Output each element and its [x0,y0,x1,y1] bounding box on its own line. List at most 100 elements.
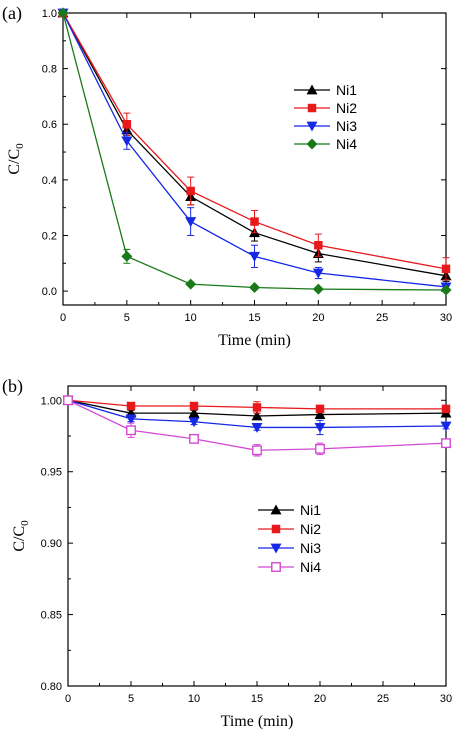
y-axis-title-subscript: 0 [14,143,26,149]
data-point [440,284,452,296]
y-tick-label: 0.90 [41,538,62,550]
data-point [315,443,325,454]
data-point [251,410,263,421]
data-point [252,403,262,412]
legend-marker [306,138,318,150]
x-tick-label: 25 [376,312,388,324]
legend-marker [271,562,281,572]
series-line [67,399,447,451]
data-point [314,409,326,419]
data-point [121,136,133,147]
x-tick-label: 10 [188,693,200,705]
x-tick-label: 5 [128,693,134,705]
series-line [62,12,447,277]
data-point [126,401,136,411]
y-axis-title-main: C/C [11,526,28,552]
legend-marker [271,524,281,534]
x-tick-label: 5 [124,312,130,324]
x-tick-label: 30 [440,312,452,324]
data-point [314,240,323,250]
legend-label: Ni1 [300,502,321,518]
y-tick-label: 1.0 [42,8,57,20]
y-tick-label: 1.00 [41,395,62,407]
data-point [63,395,73,406]
x-tick-label: 30 [440,693,452,705]
series-line [62,12,447,270]
series-ni1 [57,7,452,282]
x-tick-label: 25 [377,693,389,705]
data-point [250,217,259,226]
data-point [189,433,199,444]
data-point [186,186,195,196]
data-point [57,7,69,19]
y-tick-label: 0.95 [41,467,62,479]
legend-marker [270,543,282,554]
y-axis-title-main: C/C [6,149,23,175]
x-axis-title: Time (min) [218,332,291,349]
legend-label: Ni3 [336,118,357,134]
legend-label: Ni3 [300,540,321,556]
data-point [188,407,200,418]
x-tick-label: 15 [251,693,263,705]
data-point [312,283,324,295]
data-point [249,281,260,293]
y-tick-label: 0.4 [42,175,57,187]
y-tick-label: 0.2 [42,230,57,242]
legend-label: Ni4 [300,559,321,575]
legend-marker [306,121,318,132]
legend: Ni1 Ni2 Ni3 Ni4 [258,502,321,575]
data-point [185,217,197,228]
legend-label: Ni2 [300,521,321,537]
y-tick-label: 0.0 [42,286,57,298]
series-ni4 [57,7,452,296]
y-tick-label: 0.80 [41,681,62,693]
y-axis-title-subscript: 0 [19,520,31,526]
data-point [126,425,136,436]
series-line [67,399,446,410]
y-tick-label: 0.8 [42,64,57,76]
legend-label: Ni1 [336,82,357,98]
y-tick-label: 0.85 [41,610,62,622]
panel-label: (a) [2,3,22,24]
panel-label: (b) [2,376,23,397]
series-line [67,399,447,417]
data-point [189,401,199,411]
legend-marker [270,504,282,515]
legend-label: Ni4 [336,136,357,152]
data-point [315,404,325,414]
x-tick-label: 15 [248,312,260,324]
legend-label: Ni2 [336,100,357,116]
x-tick-label: 0 [60,312,66,324]
series-ni2 [63,396,451,414]
series-line [67,399,447,429]
y-axis-title: C/C0 [11,520,31,552]
series-line [62,12,447,291]
y-tick-label: 0.6 [42,119,57,131]
data-point [125,414,137,425]
data-point [312,268,324,279]
x-axis-title: Time (min) [221,713,294,730]
series-ni4 [63,395,451,457]
data-point [441,264,451,274]
x-tick-label: 10 [185,312,197,324]
series-line [62,12,447,288]
data-point [121,250,133,262]
y-axis-title: C/C0 [6,143,26,175]
data-point [249,251,260,262]
data-point [122,120,132,129]
series-ni3 [57,8,452,293]
data-point [440,421,452,432]
data-point [441,438,451,449]
legend-marker [307,103,317,113]
series-ni2 [58,8,451,281]
panel-a-chart: 0 5 10 15 20 25 30 0.0 0.2 0.4 0.6 0.8 1.0 Time (min)… [2,3,452,349]
data-point [252,445,262,456]
x-tick-label: 20 [314,693,326,705]
data-point [185,278,197,290]
data-point [314,423,326,433]
x-tick-label: 0 [65,693,71,705]
data-point [188,417,200,428]
data-point [441,404,451,414]
data-point [251,423,263,433]
